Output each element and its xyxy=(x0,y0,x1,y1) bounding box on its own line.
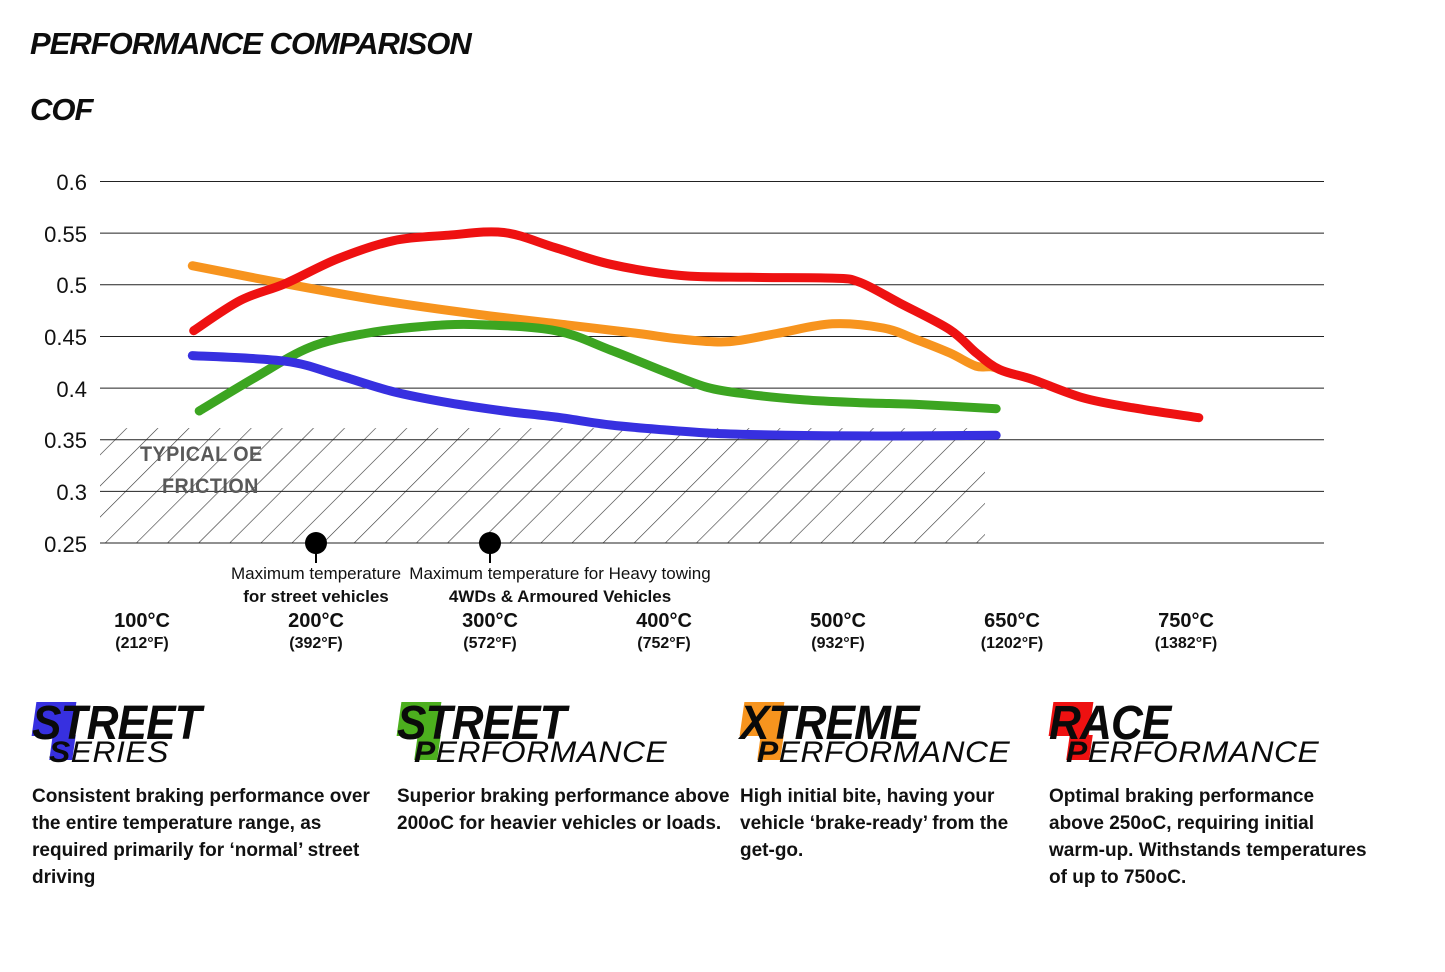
svg-text:FRICTION: FRICTION xyxy=(162,475,259,498)
svg-text:TYPICAL OE: TYPICAL OE xyxy=(140,443,263,466)
